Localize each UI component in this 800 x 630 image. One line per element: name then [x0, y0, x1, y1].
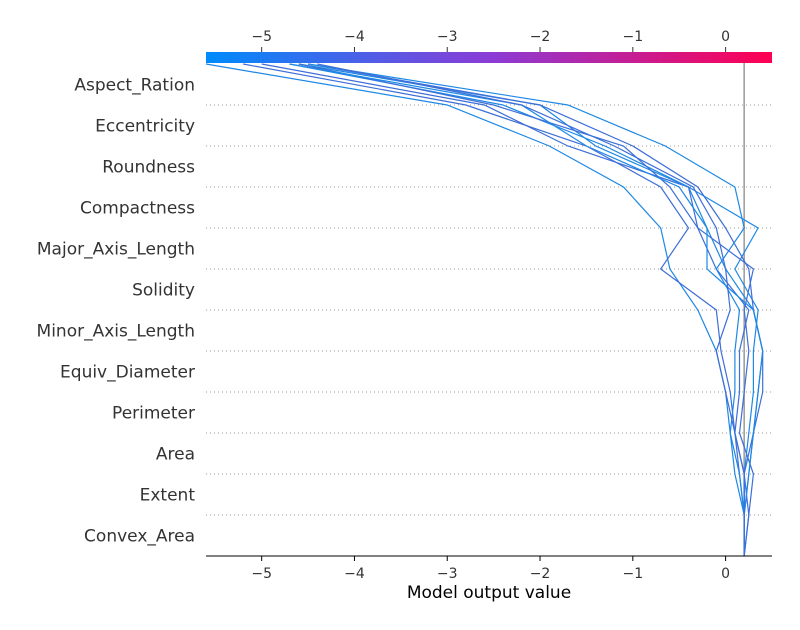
x-tick-label: −4 [344, 566, 365, 582]
x-tick-label: −5 [251, 566, 272, 582]
x-tick-labels: −5 −4 −3 −2 −1 0 [251, 566, 730, 582]
feature-label: Major_Axis_Length [37, 240, 195, 260]
feature-label: Roundness [102, 158, 195, 178]
top-tick-label: −4 [344, 29, 365, 45]
x-axis-ticks [261, 556, 727, 561]
x-tick-label: −3 [437, 566, 458, 582]
top-tick-label: −1 [622, 29, 643, 45]
feature-label: Area [156, 445, 195, 465]
feature-labels: Aspect_Ration Eccentricity Roundness Compac… [37, 76, 196, 547]
top-tick-labels: −5 −4 −3 −2 −1 0 [251, 29, 730, 52]
top-tick-label: −2 [530, 29, 551, 45]
top-tick-label: −5 [251, 29, 272, 45]
feature-label: Aspect_Ration [74, 76, 195, 96]
feature-label: Extent [140, 486, 196, 506]
decision-lines [205, 63, 764, 557]
feature-label: Eccentricity [95, 117, 195, 137]
decision-line [298, 63, 755, 557]
x-tick-label: −1 [622, 566, 643, 582]
feature-label: Equiv_Diameter [60, 363, 195, 383]
feature-label: Compactness [80, 199, 195, 219]
x-tick-label: 0 [721, 566, 730, 582]
top-tick-label: 0 [721, 29, 730, 45]
decision-line [205, 63, 745, 556]
feature-label: Solidity [132, 281, 195, 301]
grid-lines [206, 104, 772, 516]
top-tick-label: −3 [437, 29, 458, 45]
decision-line [317, 63, 745, 556]
x-axis-title: Model output value [407, 583, 571, 603]
decision-line [289, 63, 764, 556]
colorbar [206, 52, 772, 63]
x-tick-label: −2 [530, 566, 551, 582]
feature-label: Convex_Area [84, 527, 195, 547]
decision-line [308, 63, 745, 556]
feature-label: Perimeter [112, 404, 195, 424]
feature-label: Minor_Axis_Length [37, 322, 195, 342]
